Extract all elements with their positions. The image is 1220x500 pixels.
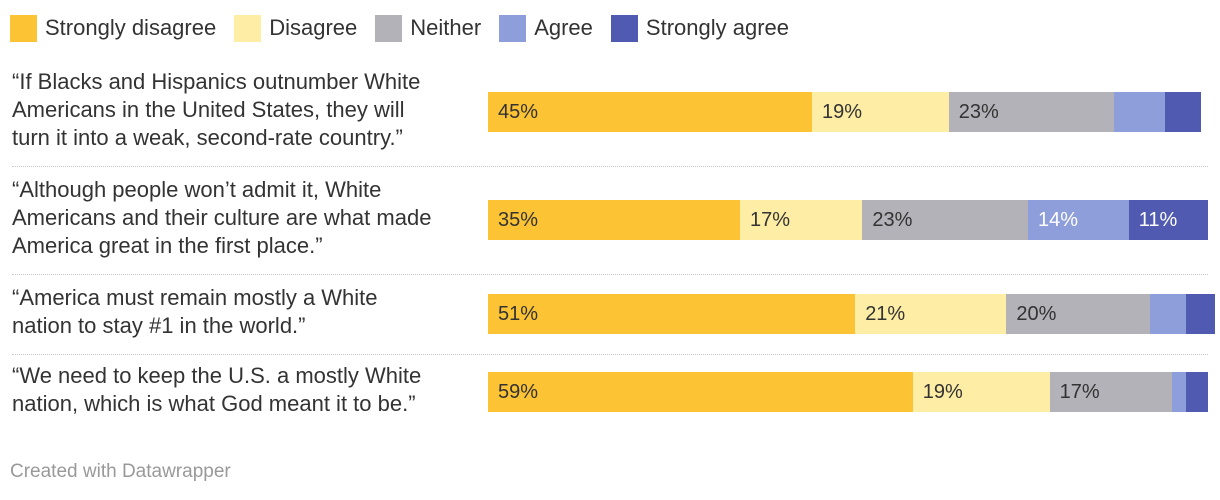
row-divider	[12, 166, 1208, 167]
data-label: 35%	[498, 209, 539, 231]
question-label: “If Blacks and Hispanics outnumber White…	[12, 68, 482, 152]
bar-segment-neither	[948, 92, 1115, 132]
data-label: 19%	[922, 381, 963, 403]
question-line: “Although people won’t admit it, White	[12, 177, 382, 202]
bar-segment-strongly-agree	[1186, 372, 1208, 412]
legend-label: Disagree	[269, 15, 358, 40]
question-line: nation, which is what God meant it to be…	[12, 391, 416, 416]
footer-credit: Created with Datawrapper	[10, 461, 231, 482]
legend-swatch	[499, 14, 527, 42]
data-label: 51%	[498, 303, 539, 325]
bar-segment-strongly-disagree	[488, 200, 740, 240]
data-label: 14%	[1038, 209, 1079, 231]
legend-label: Strongly disagree	[45, 15, 217, 40]
data-label: 21%	[865, 303, 906, 325]
question-line: America great in the first place.”	[12, 233, 323, 258]
bar-segment-disagree	[740, 200, 863, 240]
question-line: Americans and their culture are what mad…	[12, 205, 432, 230]
legend-swatch	[234, 14, 262, 42]
bar-segment-neither	[1006, 294, 1151, 334]
bar-segment-agree	[1150, 294, 1187, 334]
bar-segment-strongly-agree	[1128, 200, 1208, 240]
bar-segment-strongly-agree	[1186, 294, 1216, 334]
legend-label: Agree	[534, 15, 593, 40]
bar-segment-agree	[1028, 200, 1129, 240]
data-label: 45%	[498, 101, 539, 123]
row-divider	[12, 354, 1208, 355]
legend-swatch	[10, 14, 37, 42]
stacked-bar: 35% 17% 23% 14% 11%	[488, 200, 1208, 240]
legend-swatch	[610, 14, 638, 42]
stacked-bar: 59% 19% 17%	[488, 372, 1208, 412]
question-line: Americans in the United States, they wil…	[12, 97, 405, 122]
bar-segment-disagree	[855, 294, 1007, 334]
bar-segment-neither	[1049, 372, 1172, 412]
bar-segment-neither	[862, 200, 1028, 240]
legend-item-neither: Neither	[375, 14, 482, 42]
legend-swatch	[375, 14, 403, 42]
bar-segment-agree	[1172, 372, 1187, 412]
bar-segment-disagree	[812, 92, 949, 132]
data-label: 11%	[1138, 209, 1178, 231]
legend: Strongly disagree Disagree Neither Agree Str…	[10, 12, 807, 44]
bar-segment-strongly-disagree	[488, 372, 913, 412]
legend-label: Strongly agree	[645, 15, 789, 40]
question-label: “We need to keep the U.S. a mostly White…	[12, 362, 482, 418]
question-line: “We need to keep the U.S. a mostly White	[12, 363, 422, 388]
data-label: 19%	[822, 101, 863, 123]
question-label: “Although people won’t admit it, White Am…	[12, 176, 482, 260]
bar-segment-strongly-disagree	[488, 294, 856, 334]
bar-segment-disagree	[912, 372, 1050, 412]
bar-segment-agree	[1114, 92, 1165, 132]
data-label: 20%	[1016, 303, 1057, 325]
legend-item-strongly-agree: Strongly agree	[610, 14, 789, 42]
bar-segment-strongly-disagree	[488, 92, 812, 132]
data-label: 23%	[872, 209, 913, 231]
data-label: 23%	[958, 101, 999, 123]
data-label: 59%	[498, 381, 539, 403]
question-label: “America must remain mostly a White natio…	[12, 284, 482, 340]
legend-item-strongly-disagree: Strongly disagree	[10, 14, 217, 42]
data-label: 17%	[1059, 381, 1100, 403]
question-line: nation to stay #1 in the world.”	[12, 313, 306, 338]
legend-item-disagree: Disagree	[234, 14, 358, 42]
legend-item-agree: Agree	[499, 14, 593, 42]
bar-segment-strongly-agree	[1164, 92, 1201, 132]
legend-label: Neither	[410, 15, 482, 40]
row-divider	[12, 274, 1208, 275]
data-label: 17%	[750, 209, 791, 231]
stacked-bar: 45% 19% 23%	[488, 92, 1208, 132]
question-line: “If Blacks and Hispanics outnumber White	[12, 69, 421, 94]
question-line: turn it into a weak, second-rate country…	[12, 125, 403, 150]
stacked-bar: 51% 21% 20%	[488, 294, 1216, 334]
question-line: “America must remain mostly a White	[12, 285, 378, 310]
